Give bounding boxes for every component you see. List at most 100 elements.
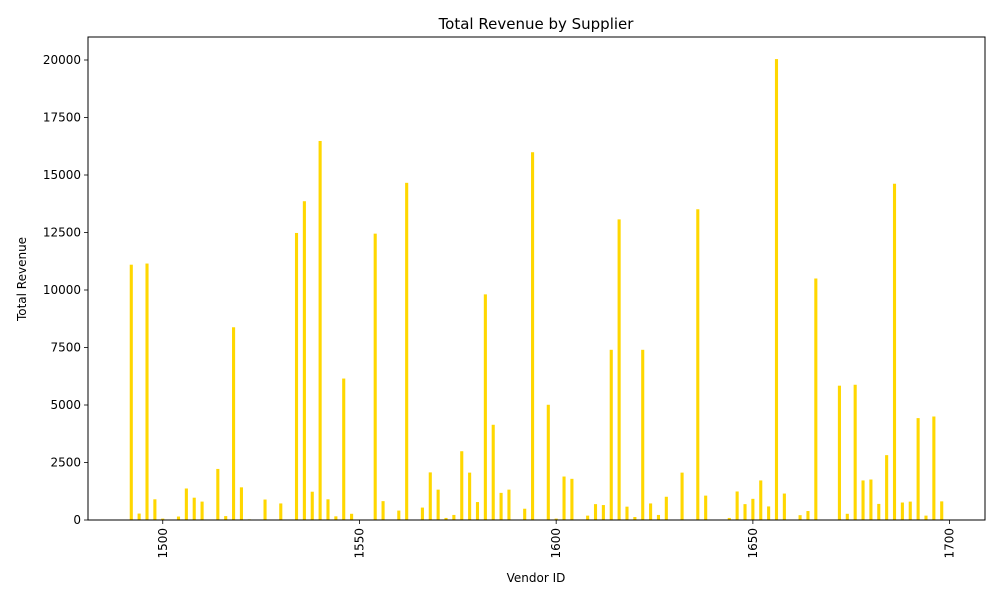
bar-vendor-1548 [350,513,354,520]
y-tick-label: 7500 [50,341,81,355]
bar-vendor-1620 [633,517,637,520]
bar-vendor-1494 [137,513,141,520]
bar-vendor-1520 [239,487,243,520]
bar-vendor-1576 [460,451,464,520]
bar-vendor-1542 [326,499,330,520]
bar-vendor-1598 [546,404,550,520]
bar-vendor-1694 [924,515,928,520]
x-tick-label: 1650 [746,528,760,559]
bar-vendor-1566 [420,507,424,520]
bar-vendor-1616 [617,219,621,520]
bar-vendor-1672 [837,385,841,520]
bar-vendor-1618 [625,506,629,520]
bar-vendor-1538 [310,491,314,520]
bar-vendor-1592 [523,508,527,520]
bar-vendor-1632 [680,472,684,520]
bar-vendor-1652 [759,480,763,520]
bar-vendor-1638 [704,495,708,520]
y-axis-label: Total Revenue [15,237,29,322]
bar-vendor-1560 [397,510,401,520]
bar-vendor-1578 [468,472,472,520]
bar-vendor-1516 [224,516,228,520]
bar-vendor-1684 [885,455,889,520]
bar-vendor-1556 [381,501,385,520]
bar-vendor-1636 [696,209,700,520]
bar-vendor-1674 [845,513,849,520]
bar-vendor-1628 [664,496,668,520]
bar-vendor-1692 [916,418,920,520]
y-tick-label: 0 [73,513,81,527]
x-tick-label: 1500 [156,528,170,559]
bar-vendor-1612 [601,505,605,520]
bar-vendor-1534 [294,232,299,520]
bar-vendor-1496 [145,263,149,520]
bar-vendor-1572 [444,517,448,520]
bar-vendor-1610 [593,504,598,520]
bar-vendor-1696 [932,416,936,520]
bar-vendor-1666 [814,278,818,520]
bar-vendor-1504 [176,516,181,520]
plot-frame [87,36,986,521]
bar-vendor-1602 [562,476,566,520]
bar-vendor-1546 [342,378,346,520]
bar-vendor-1568 [428,472,432,520]
bar-vendor-1518 [232,327,236,520]
bar-vendor-1678 [861,480,865,520]
bar-vendor-1586 [499,492,503,520]
bar-vendor-1554 [373,233,377,520]
bar-vendor-1544 [334,516,338,520]
bar-vendor-1686 [892,183,897,521]
bar-vendor-1498 [153,499,157,520]
y-tick-label: 17500 [43,111,81,125]
bar-vendor-1698 [940,501,944,520]
bar-vendor-1574 [452,514,456,520]
bar-vendor-1584 [491,424,495,520]
y-tick-label: 15000 [43,168,81,182]
bar-vendor-1648 [743,504,747,520]
bar-vendor-1540 [318,140,322,520]
bar-vendor-1582 [483,294,487,520]
bar-vendor-1562 [405,182,409,520]
y-tick-label: 10000 [43,283,81,297]
bar-vendor-1626 [656,514,661,520]
bar-vendor-1608 [586,515,590,520]
bar-vendor-1530 [279,503,283,520]
y-tick-label: 5000 [50,398,81,412]
bar-vendor-1682 [877,503,881,520]
x-tick-label: 1600 [549,528,563,559]
x-axis-label: Vendor ID [507,571,566,585]
bar-vendor-1622 [641,349,645,520]
bar-vendor-1644 [727,517,731,520]
bar-vendor-1500 [161,518,165,520]
bar-vendor-1646 [735,491,739,520]
bar-vendor-1594 [531,152,535,521]
bar-vendor-1688 [900,502,904,520]
bar-vendor-1680 [869,479,873,520]
bar-vendor-1510 [200,501,204,520]
x-axis-ticks: 1500 1550 1600 1650 1700 [156,520,957,559]
bar-vendor-1650 [751,498,755,520]
bar-vendor-1570 [436,489,440,520]
bars-group [129,59,944,521]
bar-vendor-1656 [774,59,779,520]
bar-vendor-1588 [507,489,511,520]
bar-vendor-1662 [798,515,802,520]
bar-vendor-1600 [554,518,558,520]
y-tick-label: 12500 [43,226,81,240]
bar-vendor-1514 [216,468,220,520]
bar-vendor-1580 [475,502,480,520]
bar-vendor-1604 [570,478,574,520]
y-tick-label: 20000 [43,53,81,67]
bar-vendor-1508 [192,497,196,520]
y-tick-label: 2500 [50,456,81,470]
bar-vendor-1690 [908,501,912,520]
bar-vendor-1658 [782,493,786,520]
chart-title: Total Revenue by Supplier [438,15,635,33]
y-axis-ticks: 0 2500 5000 7500 10000 12500 15000 17500 20000 [43,53,88,527]
bar-vendor-1536 [302,201,306,520]
bar-vendor-1676 [853,384,857,520]
bar-vendor-1624 [649,503,653,520]
bar-vendor-1654 [767,506,771,520]
x-tick-label: 1550 [352,528,366,559]
